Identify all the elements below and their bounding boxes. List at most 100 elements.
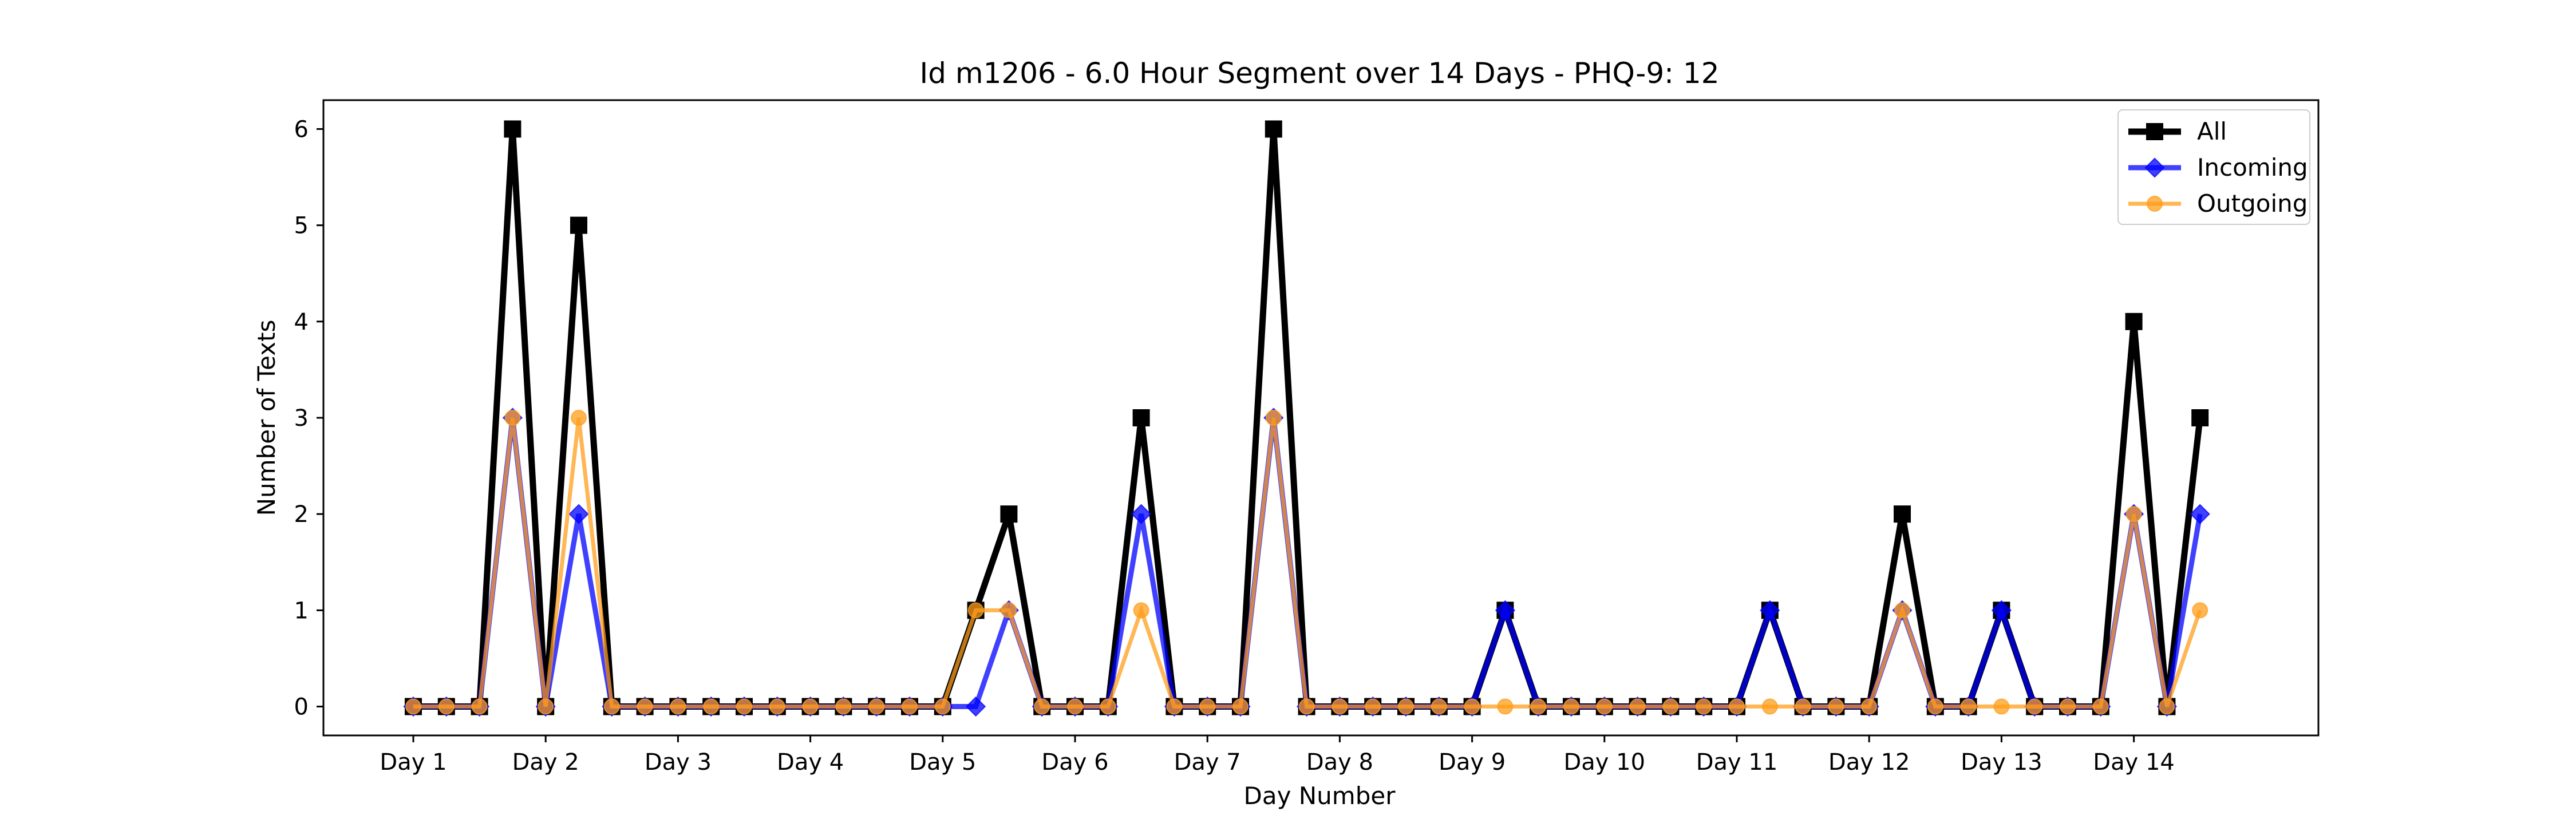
data-point bbox=[2125, 506, 2142, 523]
data-point bbox=[1133, 602, 1149, 619]
series-layer bbox=[403, 120, 2210, 717]
x-tick-label: Day 5 bbox=[909, 749, 976, 775]
data-point bbox=[1000, 505, 1018, 523]
legend-item-outgoing: Outgoing bbox=[2128, 189, 2308, 217]
data-point bbox=[1927, 698, 1943, 715]
data-point bbox=[1894, 602, 1910, 619]
x-tick-label: Day 6 bbox=[1041, 749, 1108, 775]
legend-item-all: All bbox=[2128, 117, 2227, 145]
data-point bbox=[2192, 602, 2208, 619]
data-point bbox=[1166, 698, 1183, 715]
data-point bbox=[703, 698, 720, 715]
x-tick-label: Day 7 bbox=[1174, 749, 1241, 775]
data-point bbox=[1795, 698, 1811, 715]
data-point bbox=[1232, 698, 1249, 715]
data-point bbox=[1960, 698, 1977, 715]
data-point bbox=[1332, 698, 1348, 715]
y-axis-label: Number of Texts bbox=[252, 320, 280, 516]
data-point bbox=[1265, 410, 1282, 426]
x-tick-label: Day 1 bbox=[380, 749, 447, 775]
data-point bbox=[2191, 409, 2209, 426]
legend-item-incoming: Incoming bbox=[2128, 153, 2308, 181]
y-tick-label: 5 bbox=[294, 213, 309, 239]
data-point bbox=[1497, 698, 1514, 715]
data-point bbox=[1629, 698, 1646, 715]
legend-label: Outgoing bbox=[2197, 189, 2308, 217]
data-point bbox=[1761, 698, 1778, 715]
data-point bbox=[438, 698, 455, 715]
data-point bbox=[769, 698, 785, 715]
x-tick-label: Day 14 bbox=[2093, 749, 2175, 775]
data-point bbox=[538, 698, 554, 715]
data-point bbox=[670, 698, 686, 715]
data-point bbox=[1067, 698, 1083, 715]
x-axis: Day 1 Day 2 Day 3 Day 4 Day 5 Day 6 Day 7 Day 8… bbox=[380, 735, 2175, 775]
data-point bbox=[1365, 698, 1381, 715]
data-point bbox=[2190, 504, 2210, 524]
y-tick-label: 3 bbox=[294, 405, 309, 432]
data-point bbox=[1199, 698, 1216, 715]
data-point bbox=[1563, 698, 1579, 715]
data-point bbox=[2159, 698, 2175, 715]
data-point bbox=[571, 410, 587, 426]
data-point bbox=[504, 120, 521, 138]
data-point bbox=[1131, 504, 1152, 524]
x-tick-label: Day 3 bbox=[645, 749, 712, 775]
data-point bbox=[1495, 600, 1516, 621]
legend-marker bbox=[2146, 123, 2163, 140]
data-point bbox=[934, 698, 951, 715]
legend-label: All bbox=[2197, 117, 2227, 145]
data-point bbox=[902, 698, 918, 715]
y-tick-label: 6 bbox=[294, 116, 309, 143]
data-point bbox=[1828, 698, 1844, 715]
legend-label: Incoming bbox=[2197, 153, 2308, 181]
data-point bbox=[1100, 698, 1116, 715]
y-axis: 0 1 2 3 4 5 6 bbox=[294, 116, 323, 721]
y-tick-label: 1 bbox=[294, 598, 309, 624]
data-point bbox=[835, 698, 852, 715]
data-point bbox=[1398, 698, 1414, 715]
data-point bbox=[568, 504, 589, 524]
x-tick-label: Day 9 bbox=[1439, 749, 1506, 775]
x-axis-label: Day Number bbox=[1243, 782, 1396, 810]
data-point bbox=[570, 216, 587, 234]
data-point bbox=[967, 602, 984, 619]
legend-frame bbox=[2117, 109, 2310, 225]
chart-title: Id m1206 - 6.0 Hour Segment over 14 Days… bbox=[919, 57, 1719, 90]
x-tick-label: Day 10 bbox=[1563, 749, 1645, 775]
data-point bbox=[471, 698, 488, 715]
data-point bbox=[603, 698, 620, 715]
data-point bbox=[1265, 120, 1282, 138]
data-point bbox=[504, 410, 521, 426]
data-point bbox=[1464, 698, 1480, 715]
y-tick-label: 0 bbox=[294, 694, 309, 721]
data-point bbox=[1993, 698, 2010, 715]
data-point bbox=[1132, 409, 1150, 426]
data-point bbox=[2125, 312, 2143, 330]
data-point bbox=[1001, 602, 1017, 619]
data-point bbox=[2092, 698, 2109, 715]
legend: All Incoming Outgoing bbox=[2117, 109, 2310, 225]
legend-marker bbox=[2147, 196, 2163, 212]
data-point bbox=[1034, 698, 1050, 715]
data-point bbox=[1298, 698, 1315, 715]
data-point bbox=[1662, 698, 1679, 715]
data-point bbox=[637, 698, 653, 715]
data-point bbox=[965, 696, 986, 717]
data-point bbox=[802, 698, 819, 715]
data-point bbox=[1596, 698, 1613, 715]
data-point bbox=[1861, 698, 1878, 715]
data-point bbox=[868, 698, 885, 715]
x-tick-label: Day 13 bbox=[1961, 749, 2042, 775]
legend-marker bbox=[2144, 157, 2165, 178]
data-point bbox=[736, 698, 752, 715]
data-point bbox=[2060, 698, 2076, 715]
data-point bbox=[1991, 600, 2012, 621]
data-point bbox=[1760, 600, 1780, 621]
x-tick-label: Day 2 bbox=[512, 749, 579, 775]
data-point bbox=[1696, 698, 1712, 715]
x-tick-label: Day 12 bbox=[1828, 749, 1910, 775]
y-tick-label: 4 bbox=[294, 309, 309, 335]
